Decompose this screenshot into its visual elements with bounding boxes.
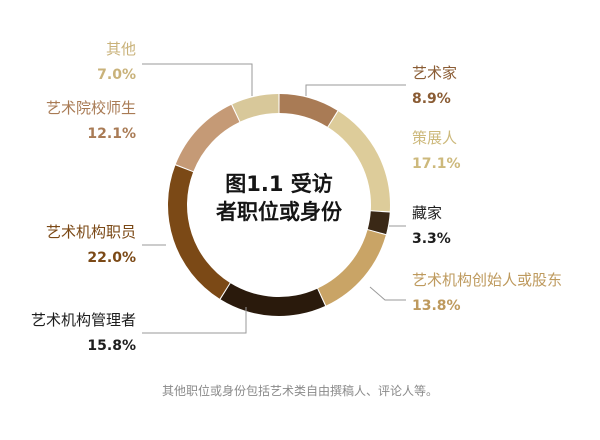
slice-5 bbox=[220, 283, 326, 316]
category-label-1: 艺术家 bbox=[412, 64, 457, 82]
value-label-2: 17.1% bbox=[412, 156, 461, 172]
slice-1 bbox=[279, 94, 338, 127]
labels-group: 艺术家 8.9% 策展人 17.1% 藏家 3.3% 艺术机构创始人或股东 13.8% 艺术机构… bbox=[31, 40, 562, 354]
leader-lines-group bbox=[142, 63, 406, 334]
footnote: 其他职位或身份包括艺术类自由撰稿人、评论人等。 bbox=[162, 383, 438, 398]
category-label-6: 艺术机构职员 bbox=[46, 223, 136, 241]
category-label-7: 艺术院校师生 bbox=[46, 99, 136, 117]
category-label-3: 藏家 bbox=[412, 204, 442, 222]
slices-group bbox=[168, 94, 390, 316]
slice-4 bbox=[318, 230, 386, 306]
chart-title-line-2: 者职位或身份 bbox=[216, 200, 343, 224]
value-label-5: 15.8% bbox=[87, 338, 136, 354]
chart-title-line-1: 图1.1 受访 bbox=[225, 172, 333, 196]
value-label-7: 12.1% bbox=[87, 126, 136, 142]
leader-line-8 bbox=[142, 63, 253, 96]
value-label-4: 13.8% bbox=[412, 298, 461, 314]
slice-2 bbox=[328, 111, 390, 212]
slice-8 bbox=[232, 94, 279, 122]
leader-line-5 bbox=[142, 307, 247, 334]
value-label-6: 22.0% bbox=[87, 250, 136, 266]
slice-7 bbox=[175, 104, 240, 172]
slice-6 bbox=[168, 165, 230, 299]
category-label-2: 策展人 bbox=[412, 129, 457, 147]
category-label-4: 艺术机构创始人或股东 bbox=[412, 271, 562, 289]
value-label-8: 7.0% bbox=[97, 67, 136, 83]
category-label-8: 其他 bbox=[106, 40, 136, 58]
leader-line-1 bbox=[305, 84, 406, 96]
leader-line-4 bbox=[369, 286, 406, 301]
category-label-5: 艺术机构管理者 bbox=[31, 311, 136, 329]
value-label-3: 3.3% bbox=[412, 231, 451, 247]
slice-3 bbox=[367, 211, 390, 235]
value-label-1: 8.9% bbox=[412, 91, 451, 107]
